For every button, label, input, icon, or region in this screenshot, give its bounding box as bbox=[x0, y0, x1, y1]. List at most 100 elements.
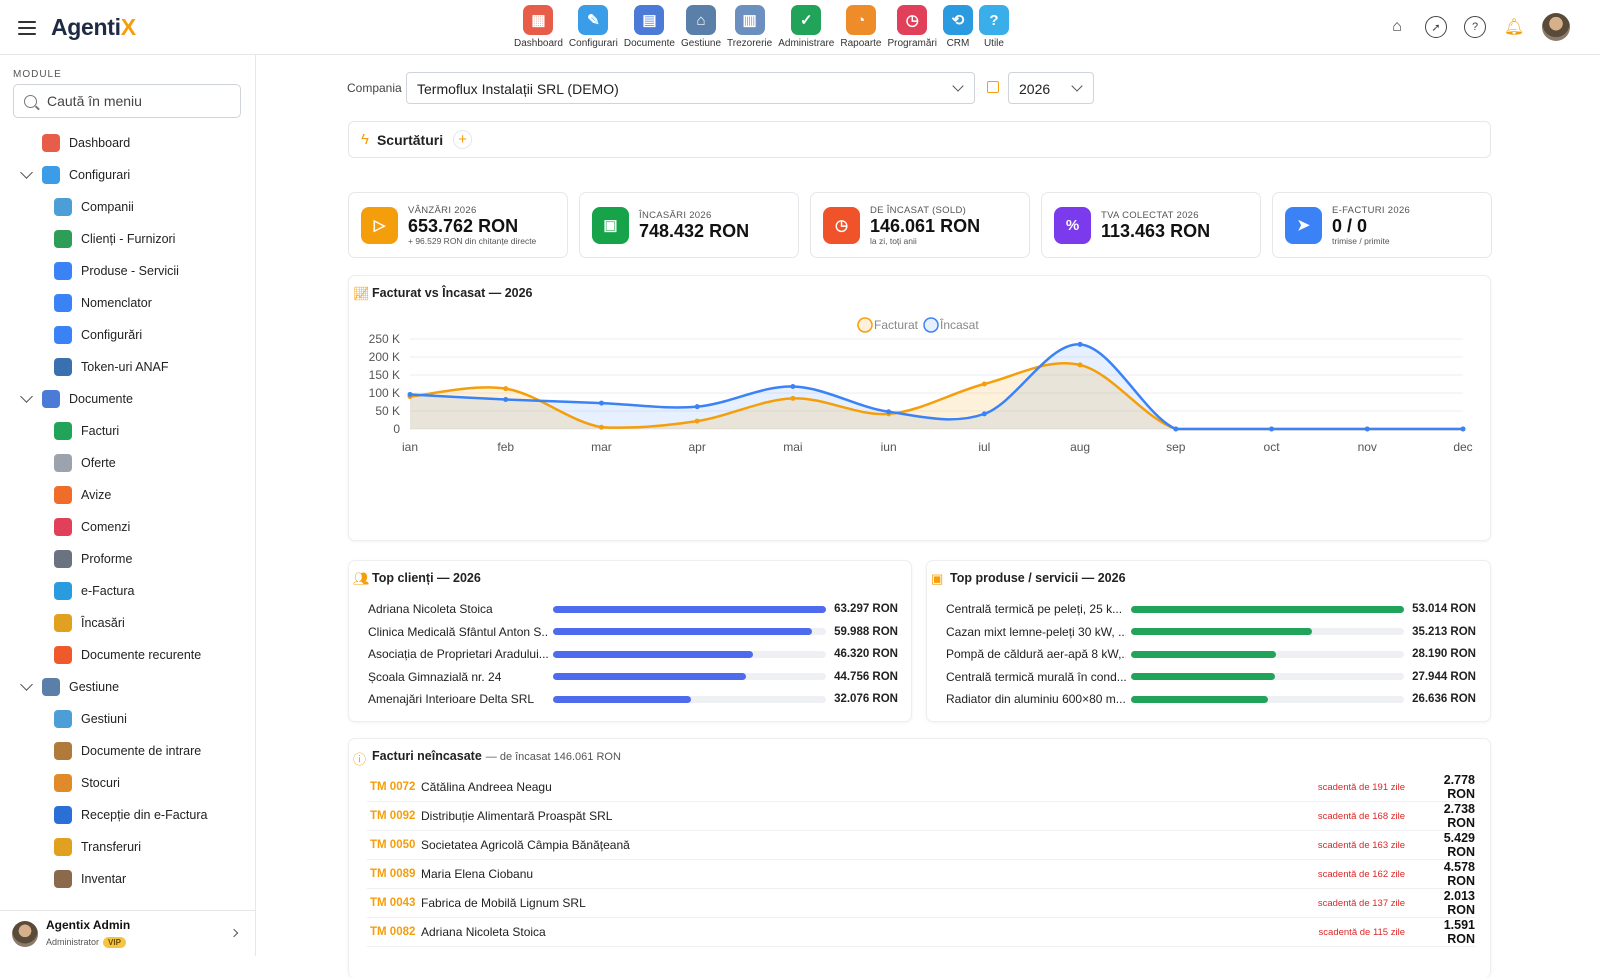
invoice-number[interactable]: TM 0043 bbox=[370, 897, 416, 909]
hamburger-menu-icon[interactable] bbox=[18, 17, 36, 37]
top-module-utile[interactable]: ? Utile bbox=[978, 5, 1009, 49]
sidebar-item-dashboard[interactable]: Dashboard bbox=[0, 127, 255, 159]
sidebar-item-avize[interactable]: Avize bbox=[0, 479, 255, 511]
list-item[interactable]: Asociația de Proprietari Aradului... 46.3… bbox=[368, 643, 898, 665]
sidebar-item-configurari[interactable]: Configurări bbox=[0, 319, 255, 351]
sidebar-item-inventar[interactable]: Inventar bbox=[0, 863, 255, 895]
top-module-dashboard[interactable]: ▦ Dashboard bbox=[514, 5, 563, 49]
home-icon[interactable]: ⌂ bbox=[1392, 18, 1402, 35]
list-item[interactable]: Școala Gimnazială nr. 24 44.756 RON bbox=[368, 666, 898, 688]
item-value: 44.756 RON bbox=[834, 670, 898, 683]
invoice-number[interactable]: TM 0092 bbox=[370, 810, 416, 822]
sidebar-item-facturi[interactable]: Facturi bbox=[0, 415, 255, 447]
help-circle-icon[interactable]: ? bbox=[1464, 16, 1486, 38]
company-select[interactable]: Termoflux Instalații SRL (DEMO) bbox=[406, 72, 975, 104]
list-item[interactable]: Pompă de căldură aer-apă 8 kW,... 28.190 … bbox=[946, 643, 1476, 665]
kpi-card[interactable]: ➤ E-FACTURI 2026 0 / 0 trimise / primite bbox=[1272, 192, 1492, 258]
invoice-number[interactable]: TM 0050 bbox=[370, 839, 416, 851]
invoice-row[interactable]: TM 0072 Cătălina Andreea Neagu scadentă de… bbox=[367, 773, 1475, 802]
sidebar-search-input[interactable] bbox=[47, 93, 227, 109]
company-select-value: Termoflux Instalații SRL (DEMO) bbox=[417, 81, 619, 97]
chevron-down-icon bbox=[952, 80, 964, 92]
top-module-gestiune[interactable]: ⌂ Gestiune bbox=[681, 5, 721, 49]
list-item[interactable]: Radiator din aluminiu 600×80 m... 26.636 … bbox=[946, 688, 1476, 710]
invoice-row[interactable]: TM 0092 Distribuție Alimentară Proaspăt S… bbox=[367, 802, 1475, 831]
add-shortcut-button[interactable]: + bbox=[453, 130, 473, 149]
sidebar-item-proforme[interactable]: Proforme bbox=[0, 543, 255, 575]
item-name: Centrală termică pe peleți, 25 k... bbox=[946, 602, 1123, 616]
list-item[interactable]: Cazan mixt lemne-peleți 30 kW, ... 35.213… bbox=[946, 621, 1476, 643]
chevron-down-icon[interactable] bbox=[20, 166, 33, 179]
sidebar-item-nomenclator[interactable]: Nomenclator bbox=[0, 287, 255, 319]
sidebar-item-documente-recurente[interactable]: Documente recurente bbox=[0, 639, 255, 671]
list-item[interactable]: Adriana Nicoleta Stoica 63.297 RON bbox=[368, 598, 898, 620]
invoice-due: scadentă de 163 zile bbox=[1317, 839, 1405, 851]
sidebar-search[interactable] bbox=[13, 84, 241, 118]
user-profile-box[interactable]: Agentix Admin Administrator VIP bbox=[0, 910, 255, 956]
app-logo[interactable]: AgentiX bbox=[51, 14, 136, 41]
kpi-text: ÎNCASĂRI 2026 748.432 RON bbox=[639, 210, 749, 241]
kpi-card[interactable]: % TVA COLECTAT 2026 113.463 RON bbox=[1041, 192, 1261, 258]
top-module-crm[interactable]: ⟲ CRM bbox=[942, 5, 973, 49]
invoice-row[interactable]: TM 0050 Societatea Agricolă Câmpia Bănățe… bbox=[367, 831, 1475, 860]
clock-icon: ◷ bbox=[823, 206, 860, 244]
sidebar-item-documente[interactable]: Documente bbox=[0, 383, 255, 415]
invoice-row[interactable]: TM 0043 Fabrica de Mobilă Lignum SRL scade… bbox=[367, 889, 1475, 918]
sidebar-item-e-factura[interactable]: e-Factura bbox=[0, 575, 255, 607]
sidebar-item-label: e-Factura bbox=[81, 584, 135, 598]
invoice-client: Adriana Nicoleta Stoica bbox=[421, 925, 546, 939]
bank-icon: ▥ bbox=[734, 5, 765, 35]
sidebar-item-label: Documente bbox=[69, 392, 133, 406]
sidebar-item-clienti-furnizori[interactable]: Clienți - Furnizori bbox=[0, 223, 255, 255]
bar-track bbox=[1131, 673, 1404, 680]
invoice-number[interactable]: TM 0082 bbox=[370, 926, 416, 938]
sidebar-item-oferte[interactable]: Oferte bbox=[0, 447, 255, 479]
x-tick-label: apr bbox=[689, 440, 706, 454]
sidebar-item-comenzi[interactable]: Comenzi bbox=[0, 511, 255, 543]
sidebar-item-stocuri[interactable]: Stocuri bbox=[0, 767, 255, 799]
sidebar-item-configurari[interactable]: Configurari bbox=[0, 159, 255, 191]
invoice-row[interactable]: TM 0082 Adriana Nicoleta Stoica scadentă d… bbox=[367, 918, 1475, 947]
data-point bbox=[1077, 341, 1083, 347]
top-module-trezorerie[interactable]: ▥ Trezorerie bbox=[727, 5, 772, 49]
chevron-down-icon[interactable] bbox=[20, 390, 33, 403]
compass-icon[interactable]: ➚ bbox=[1425, 16, 1447, 38]
list-item[interactable]: Clinica Medicală Sfântul Anton S... 59.98… bbox=[368, 621, 898, 643]
top-module-documente[interactable]: ▤ Documente bbox=[624, 5, 675, 49]
sidebar-item-produse-servicii[interactable]: Produse - Servicii bbox=[0, 255, 255, 287]
sidebar-item-token-uri-anaf[interactable]: Token-uri ANAF bbox=[0, 351, 255, 383]
sidebar-item-label: Produse - Servicii bbox=[81, 264, 179, 278]
top-module-configurari[interactable]: ✎ Configurari bbox=[569, 5, 618, 49]
invoice-number[interactable]: TM 0072 bbox=[370, 781, 416, 793]
item-name: Asociația de Proprietari Aradului... bbox=[368, 647, 548, 661]
kpi-card[interactable]: ▣ ÎNCASĂRI 2026 748.432 RON bbox=[579, 192, 799, 258]
sidebar-item-icon bbox=[42, 390, 60, 408]
kpi-card[interactable]: ◷ DE ÎNCASAT (SOLD) 146.061 RON la zi, toți… bbox=[810, 192, 1030, 258]
list-item[interactable]: Centrală termică murală în cond... 27.944… bbox=[946, 666, 1476, 688]
chevron-right-icon[interactable] bbox=[229, 928, 239, 938]
sidebar-item-gestiune[interactable]: Gestiune bbox=[0, 671, 255, 703]
sidebar-item-transferuri[interactable]: Transferuri bbox=[0, 831, 255, 863]
top-module-administrare[interactable]: ✓ Administrare bbox=[778, 5, 834, 49]
sidebar-item-icon bbox=[54, 806, 72, 824]
sidebar-item-documente-de-intrare[interactable]: Documente de intrare bbox=[0, 735, 255, 767]
sidebar-item-receptie-din-e-factura[interactable]: Recepție din e-Factura bbox=[0, 799, 255, 831]
list-item[interactable]: Amenajări Interioare Delta SRL 32.076 RON bbox=[368, 688, 898, 710]
user-avatar[interactable] bbox=[1542, 13, 1570, 41]
invoice-number[interactable]: TM 0089 bbox=[370, 868, 416, 880]
revenue-chart-card: 📈︎ Facturat vs Încasat — 2026 0 50 K 100 K… bbox=[348, 275, 1491, 541]
sidebar-item-companii[interactable]: Companii bbox=[0, 191, 255, 223]
kpi-card[interactable]: ▷ VÂNZĂRI 2026 653.762 RON + 96.529 RON din… bbox=[348, 192, 568, 258]
year-select[interactable]: 2026 bbox=[1008, 72, 1094, 104]
top-module-rapoarte[interactable]: ◔ Rapoarte bbox=[840, 5, 882, 49]
sidebar-item-gestiuni[interactable]: Gestiuni bbox=[0, 703, 255, 735]
top-module-label: Documente bbox=[623, 38, 675, 49]
bell-icon[interactable]: 🔔︎ bbox=[1503, 19, 1525, 36]
invoice-row[interactable]: TM 0089 Maria Elena Ciobanu scadentă de 16… bbox=[367, 860, 1475, 889]
top-module-program-ri[interactable]: ◷ Programări bbox=[888, 5, 937, 49]
invoice-client: Societatea Agricolă Câmpia Bănățeană bbox=[421, 838, 630, 852]
top-module-label: CRM bbox=[946, 38, 970, 49]
chevron-down-icon[interactable] bbox=[20, 678, 33, 691]
sidebar-item-incasari[interactable]: Încasări bbox=[0, 607, 255, 639]
list-item[interactable]: Centrală termică pe peleți, 25 k... 53.01… bbox=[946, 598, 1476, 620]
